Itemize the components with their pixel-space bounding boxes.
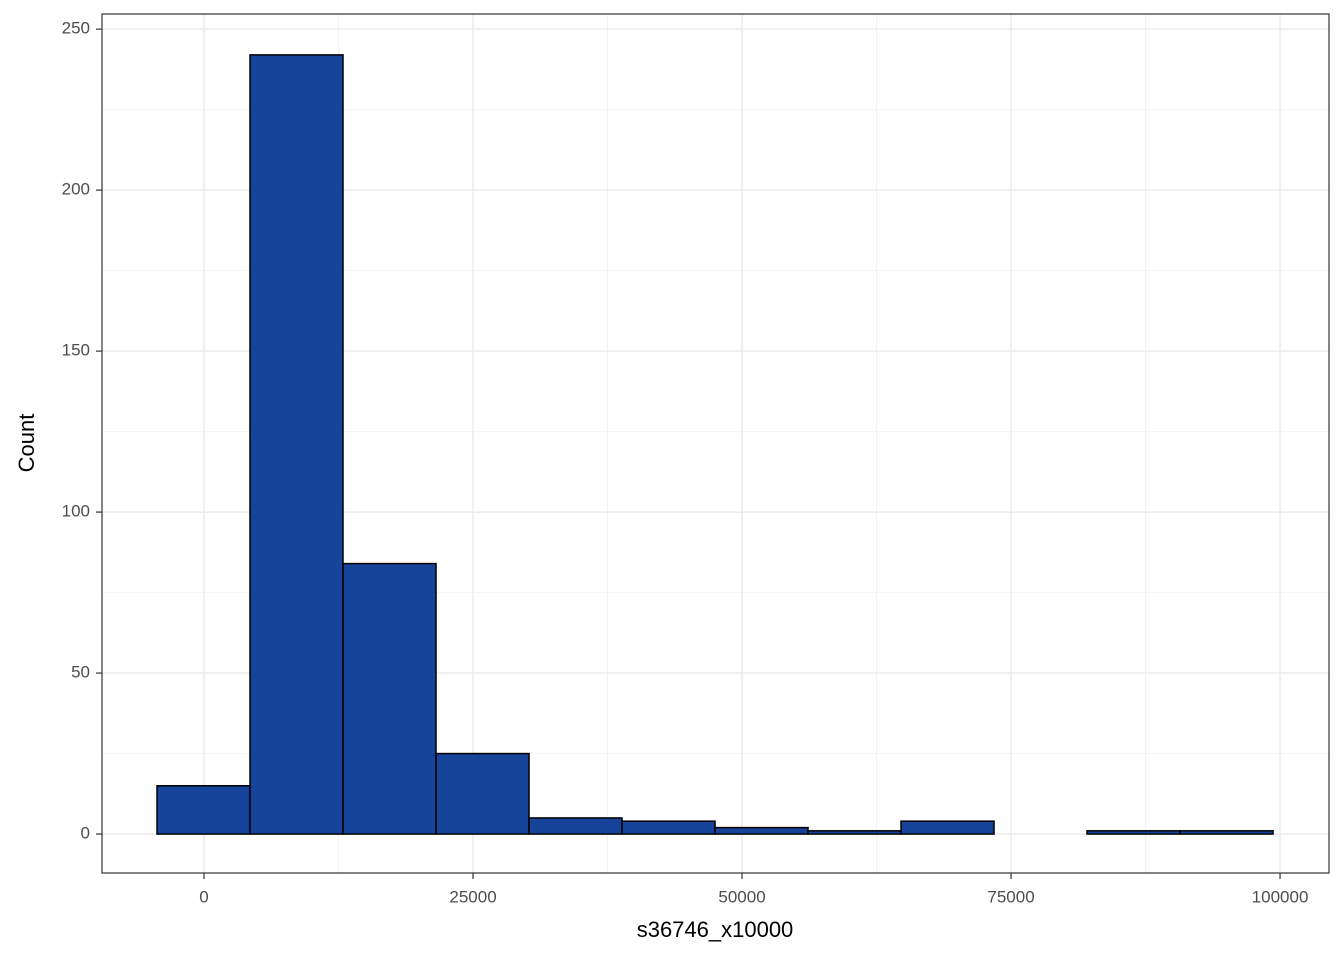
bar [807, 830, 902, 835]
bar [1179, 830, 1274, 835]
bar [156, 784, 251, 835]
bar [1086, 830, 1181, 835]
x-tick-label: 25000 [449, 887, 496, 906]
bar [528, 817, 623, 835]
x-tick-label: 50000 [718, 887, 765, 906]
y-axis-title: Count [14, 414, 39, 473]
panel-border [101, 13, 1330, 874]
bar [342, 562, 437, 835]
y-tick-label: 150 [62, 341, 90, 360]
x-tick-label: 100000 [1252, 887, 1309, 906]
bar [249, 54, 344, 835]
y-tick-label: 100 [62, 502, 90, 521]
y-tick-label: 50 [71, 663, 90, 682]
y-tick-label: 0 [81, 824, 90, 843]
x-tick-label: 75000 [987, 887, 1034, 906]
bar [714, 826, 809, 835]
x-tick-label: 0 [199, 887, 208, 906]
bar [621, 820, 716, 835]
x-axis-title: s36746_x10000 [637, 917, 794, 942]
bar [900, 820, 995, 835]
y-tick-label: 250 [62, 19, 90, 38]
bar [435, 752, 530, 835]
y-tick-label: 200 [62, 180, 90, 199]
